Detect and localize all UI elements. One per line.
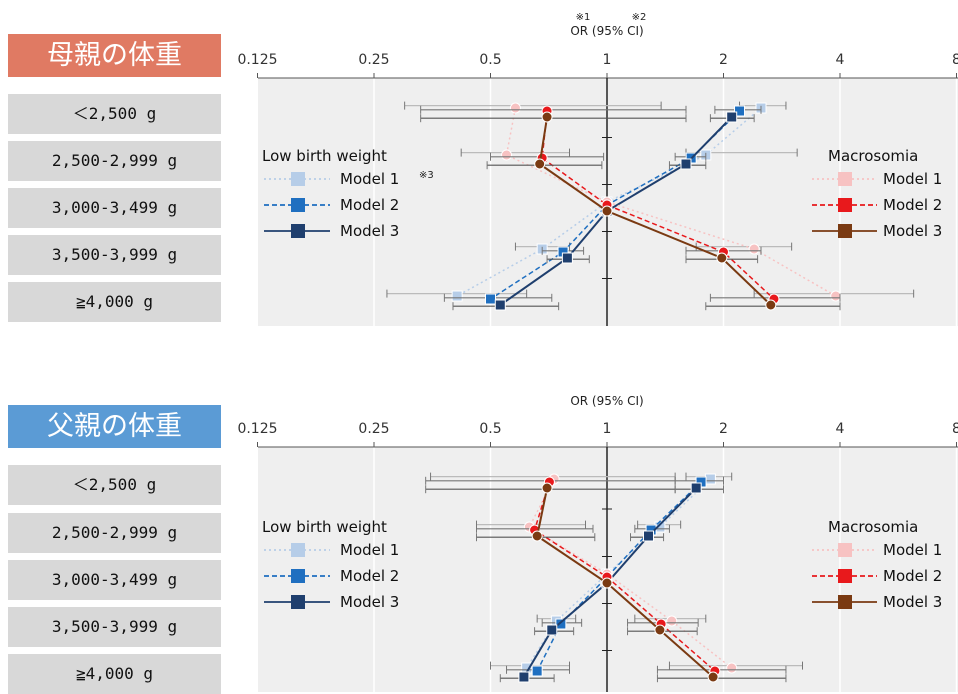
data-point — [707, 671, 719, 683]
legend-marker — [291, 543, 305, 557]
legend-label: Model 3 — [883, 593, 942, 611]
data-point — [601, 577, 613, 589]
father-panel-title: 父親の体重 — [8, 405, 221, 448]
data-point — [451, 290, 463, 302]
legend-marker — [291, 595, 305, 609]
legend-label: Model 1 — [340, 170, 399, 188]
x-axis-title: OR (95% CI) — [570, 394, 643, 408]
legend-label: Model 3 — [883, 222, 942, 240]
data-point — [690, 482, 702, 494]
legend-marker — [838, 569, 852, 583]
note-mark-3: ※3 — [419, 170, 434, 181]
legend-marker — [838, 198, 852, 212]
legend-marker — [838, 595, 852, 609]
x-tick-label: 0.5 — [479, 421, 501, 437]
legend-label: Model 2 — [340, 567, 399, 585]
data-point — [531, 530, 543, 542]
x-tick-label: 0.25 — [358, 421, 389, 437]
data-point — [748, 243, 760, 255]
legend-label: Model 2 — [883, 567, 942, 585]
mother-panel-title: 母親の体重 — [8, 34, 221, 77]
legend-marker — [291, 224, 305, 238]
x-tick-label: 0.125 — [237, 421, 277, 437]
data-point — [654, 624, 666, 636]
data-point — [680, 158, 692, 170]
x-axis-title: OR (95% CI) — [570, 24, 643, 38]
legend-marker — [838, 172, 852, 186]
data-point — [509, 102, 521, 114]
father-category-label: 2,500-2,999 g — [8, 513, 221, 553]
legend-marker — [291, 198, 305, 212]
data-point — [830, 290, 842, 302]
father-category-label: ≧4,000 g — [8, 654, 221, 694]
data-point — [704, 473, 716, 485]
data-point — [601, 205, 613, 217]
legend-label: Model 2 — [883, 196, 942, 214]
mother-category-label: ＜2,500 g — [8, 94, 221, 134]
data-point — [501, 149, 513, 161]
data-point — [765, 299, 777, 311]
data-point — [642, 530, 654, 542]
father-category-label: 3,500-3,999 g — [8, 607, 221, 647]
x-tick-label: 2 — [719, 52, 728, 68]
x-tick-label: 0.25 — [358, 52, 389, 68]
note-mark-2: ※2 — [632, 12, 647, 23]
data-point — [726, 662, 738, 674]
data-point — [485, 293, 496, 305]
data-point — [534, 158, 546, 170]
legend-label: Model 3 — [340, 222, 399, 240]
legend-label: Model 2 — [340, 196, 399, 214]
data-point — [666, 615, 678, 627]
legend-title-lbw: Low birth weight — [262, 518, 387, 536]
note-mark-1: ※1 — [576, 12, 591, 23]
data-point — [555, 618, 567, 630]
data-point — [734, 105, 746, 117]
data-point — [518, 671, 530, 683]
mother-category-label: 2,500-2,999 g — [8, 141, 221, 181]
legend-title-macrosomia: Macrosomia — [828, 518, 918, 536]
legend-label: Model 1 — [340, 541, 399, 559]
legend-marker — [838, 543, 852, 557]
father-category-label: 3,000-3,499 g — [8, 560, 221, 600]
data-point — [546, 624, 558, 636]
x-tick-label: 8 — [952, 52, 958, 68]
series-line — [541, 110, 775, 300]
legend-marker — [291, 569, 305, 583]
data-point — [531, 665, 543, 677]
legend-title-lbw: Low birth weight — [262, 147, 387, 165]
x-tick-label: 2 — [719, 421, 728, 437]
x-tick-label: 1 — [603, 52, 612, 68]
legend-label: Model 3 — [340, 593, 399, 611]
data-point — [541, 111, 553, 123]
data-point — [726, 111, 738, 123]
data-point — [541, 482, 553, 494]
data-point — [494, 299, 506, 311]
legend-marker — [291, 172, 305, 186]
x-tick-label: 0.125 — [237, 52, 277, 68]
mother-category-label: ≧4,000 g — [8, 282, 221, 322]
series-line — [536, 481, 702, 672]
x-tick-label: 1 — [603, 421, 612, 437]
legend-label: Model 1 — [883, 541, 942, 559]
data-point — [716, 252, 728, 264]
father-category-label: ＜2,500 g — [8, 465, 221, 505]
legend-marker — [838, 224, 852, 238]
series-line — [528, 478, 733, 669]
legend-label: Model 1 — [883, 170, 942, 188]
series-line — [505, 107, 837, 297]
legend-title-macrosomia: Macrosomia — [828, 147, 918, 165]
x-tick-label: 4 — [836, 52, 845, 68]
x-tick-label: 4 — [836, 421, 845, 437]
data-point — [561, 252, 573, 264]
x-tick-label: 8 — [952, 421, 958, 437]
x-tick-label: 0.5 — [479, 52, 501, 68]
mother-category-label: 3,000-3,499 g — [8, 188, 221, 228]
mother-category-label: 3,500-3,999 g — [8, 235, 221, 275]
